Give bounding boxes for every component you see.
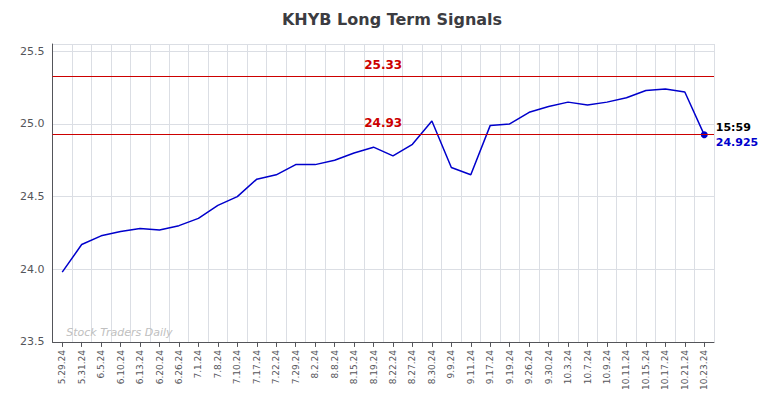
svg-text:10.21.24: 10.21.24 <box>680 350 690 390</box>
svg-text:7.22.24: 7.22.24 <box>271 350 281 385</box>
svg-text:8.30.24: 8.30.24 <box>427 350 437 385</box>
svg-text:9.9.24: 9.9.24 <box>446 350 456 379</box>
svg-text:24.0: 24.0 <box>20 263 45 276</box>
svg-text:KHYB Long Term Signals: KHYB Long Term Signals <box>282 10 502 29</box>
svg-text:24.93: 24.93 <box>364 116 402 130</box>
svg-text:6.5.24: 6.5.24 <box>96 350 106 379</box>
svg-text:5.29.24: 5.29.24 <box>57 350 67 385</box>
svg-text:25.0: 25.0 <box>20 117 45 130</box>
svg-text:10.15.24: 10.15.24 <box>641 350 651 390</box>
svg-text:24.5: 24.5 <box>20 190 45 203</box>
svg-text:6.13.24: 6.13.24 <box>135 350 145 385</box>
svg-text:25.33: 25.33 <box>364 58 402 72</box>
svg-text:Stock Traders Daily: Stock Traders Daily <box>66 326 173 339</box>
svg-text:10.3.24: 10.3.24 <box>563 350 573 385</box>
svg-text:6.10.24: 6.10.24 <box>116 350 126 385</box>
svg-text:7.10.24: 7.10.24 <box>232 350 242 385</box>
svg-text:9.17.24: 9.17.24 <box>485 350 495 385</box>
svg-text:10.17.24: 10.17.24 <box>660 350 670 390</box>
svg-text:10.9.24: 10.9.24 <box>602 350 612 385</box>
svg-text:9.19.24: 9.19.24 <box>505 350 515 385</box>
svg-text:6.26.24: 6.26.24 <box>174 350 184 385</box>
svg-text:25.5: 25.5 <box>20 45 45 58</box>
svg-text:10.11.24: 10.11.24 <box>621 350 631 390</box>
svg-text:9.26.24: 9.26.24 <box>524 350 534 385</box>
svg-text:7.17.24: 7.17.24 <box>252 350 262 385</box>
svg-text:8.22.24: 8.22.24 <box>388 350 398 385</box>
svg-text:8.15.24: 8.15.24 <box>349 350 359 385</box>
svg-text:8.19.24: 8.19.24 <box>369 350 379 385</box>
svg-text:23.5: 23.5 <box>20 335 45 348</box>
svg-text:5.31.24: 5.31.24 <box>77 350 87 385</box>
svg-text:8.27.24: 8.27.24 <box>407 350 417 385</box>
svg-text:7.1.24: 7.1.24 <box>193 350 203 379</box>
svg-text:8.8.24: 8.8.24 <box>330 350 340 379</box>
svg-text:9.30.24: 9.30.24 <box>544 350 554 385</box>
svg-text:10.23.24: 10.23.24 <box>699 350 709 390</box>
svg-text:6.20.24: 6.20.24 <box>155 350 165 385</box>
svg-text:7.29.24: 7.29.24 <box>291 350 301 385</box>
svg-text:24.925: 24.925 <box>716 136 758 149</box>
svg-text:9.11.24: 9.11.24 <box>466 350 476 385</box>
svg-text:10.7.24: 10.7.24 <box>583 350 593 385</box>
svg-text:7.8.24: 7.8.24 <box>213 350 223 379</box>
svg-text:15:59: 15:59 <box>716 121 751 134</box>
svg-text:8.2.24: 8.2.24 <box>310 350 320 379</box>
